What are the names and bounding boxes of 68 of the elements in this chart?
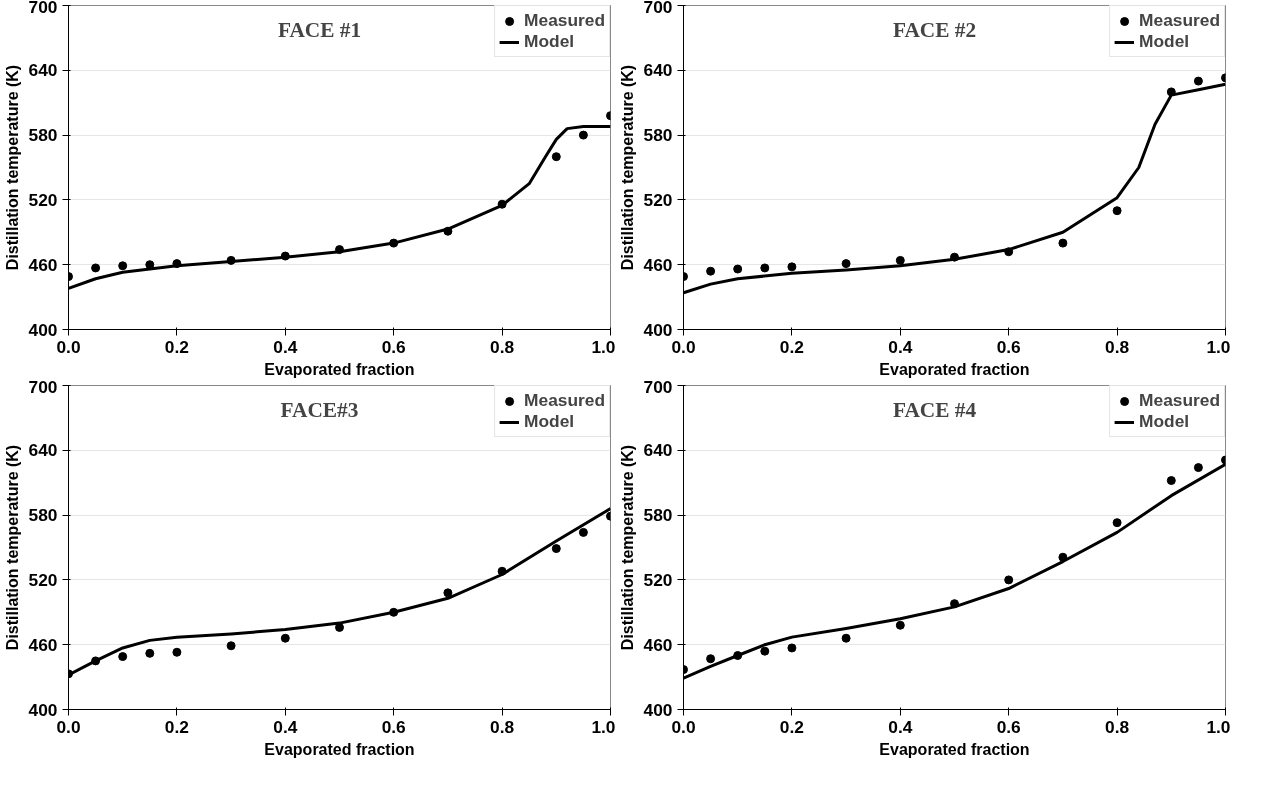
x-tick-label: 0.8 (490, 716, 515, 737)
text: FACE #1 (277, 17, 362, 42)
y-tick-label: 640 (28, 440, 58, 461)
y-axis-title: Distillation temperature (K) (3, 444, 21, 651)
y-tick-label: 460 (643, 634, 673, 655)
y-tick-label: 520 (643, 189, 673, 210)
legend-label: Model (524, 411, 575, 432)
y-tick-label: 520 (28, 189, 58, 210)
y-tick-label: 460 (28, 254, 58, 275)
y-tick-label: 700 (643, 0, 673, 17)
y-tick-label: 580 (28, 505, 58, 526)
x-tick-label: 0.8 (1105, 716, 1130, 737)
legend-label: Measured (1139, 390, 1220, 411)
x-tick-label: 0.6 (996, 716, 1022, 737)
x-axis-title: Evaporated fraction (879, 360, 1030, 378)
x-tick-label: 0.2 (779, 336, 804, 357)
y-tick-label: 460 (643, 254, 673, 275)
x-tick-label: 0.0 (671, 336, 696, 357)
y-tick-label: 580 (643, 125, 673, 146)
x-tick-label: 0.8 (1105, 336, 1130, 357)
x-tick-label: 0.2 (164, 336, 189, 357)
y-tick-label: 640 (643, 60, 673, 81)
x-tick-label: 0.6 (996, 336, 1022, 357)
text: FACE #2 (892, 17, 977, 42)
x-tick-label: 0.4 (888, 716, 913, 737)
y-tick-label: 460 (28, 634, 58, 655)
text: FACE#3 (280, 397, 359, 422)
y-tick-label: 400 (28, 699, 58, 720)
x-tick-label: 0.0 (671, 716, 696, 737)
y-tick-label: 400 (643, 319, 673, 340)
y-tick-label: 580 (643, 505, 673, 526)
x-tick-label: 0.4 (273, 716, 298, 737)
x-tick-label: 0.8 (490, 336, 515, 357)
x-tick-label: 1.0 (1206, 336, 1231, 357)
legend-label: Model (1139, 411, 1190, 432)
y-tick-label: 400 (643, 699, 673, 720)
legend-label: Measured (1139, 10, 1220, 31)
x-tick-label: 0.4 (273, 336, 298, 357)
y-tick-label: 520 (643, 569, 673, 590)
y-axis-title: Distillation temperature (K) (618, 64, 636, 271)
x-tick-label: 0.4 (888, 336, 913, 357)
y-tick-label: 520 (28, 569, 58, 590)
y-tick-label: 700 (28, 0, 58, 17)
legend-label: Model (524, 31, 575, 52)
text: FACE #4 (892, 397, 977, 422)
x-tick-label: 0.2 (779, 716, 804, 737)
legend-label: Measured (524, 390, 605, 411)
x-tick-label: 1.0 (591, 336, 616, 357)
x-tick-label: 1.0 (591, 716, 616, 737)
x-tick-label: 1.0 (1206, 716, 1231, 737)
x-axis-title: Evaporated fraction (264, 360, 415, 378)
x-tick-label: 0.0 (56, 336, 81, 357)
y-tick-label: 580 (28, 125, 58, 146)
legend-label: Model (1139, 31, 1190, 52)
y-tick-label: 700 (643, 376, 673, 397)
y-tick-label: 400 (28, 319, 58, 340)
y-axis-title: Distillation temperature (K) (3, 64, 21, 271)
x-tick-label: 0.6 (381, 336, 407, 357)
y-axis-title: Distillation temperature (K) (618, 444, 636, 651)
legend-label: Measured (524, 10, 605, 31)
y-tick-label: 700 (28, 376, 58, 397)
x-tick-label: 0.0 (56, 716, 81, 737)
x-tick-label: 0.2 (164, 716, 189, 737)
x-tick-label: 0.6 (381, 716, 407, 737)
x-axis-title: Evaporated fraction (879, 740, 1030, 758)
x-axis-title: Evaporated fraction (264, 740, 415, 758)
y-tick-label: 640 (643, 440, 673, 461)
y-tick-label: 640 (28, 60, 58, 81)
